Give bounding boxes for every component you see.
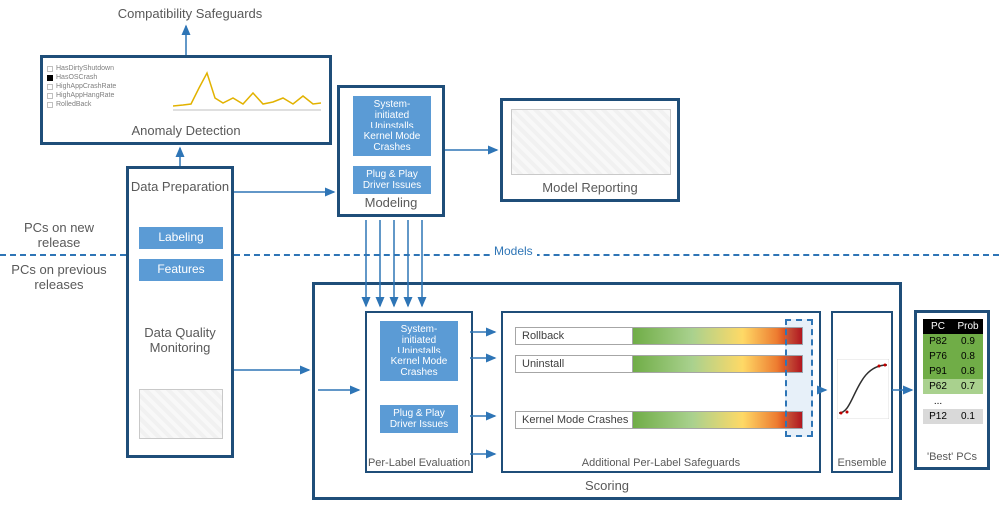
best-col-pc: PC: [923, 319, 953, 334]
modeling-chip-1: Kernel Mode Crashes: [353, 128, 431, 156]
best-row: P120.1: [923, 409, 983, 424]
model-reporting-label: Model Reporting: [503, 180, 677, 195]
legend-item: HighAppCrashRate: [56, 82, 116, 91]
best-cell-pc: P76: [923, 349, 953, 364]
scoring-label: Scoring: [315, 478, 899, 493]
best-row: P620.7: [923, 379, 983, 394]
best-pcs-label: 'Best' PCs: [917, 451, 987, 463]
model-reporting-box: Model Reporting: [500, 98, 680, 202]
reporting-thumb: [511, 109, 671, 175]
best-cell-prob: 0.7: [953, 379, 983, 394]
safeguard-highlight: [785, 319, 813, 437]
anomaly-detection-box: HasDirtyShutdown HasOSCrash HighAppCrash…: [40, 55, 332, 145]
ensemble-sigmoid: [837, 359, 889, 419]
best-row: ...: [923, 394, 983, 409]
ensemble-box: Ensemble: [831, 311, 893, 473]
best-row: P760.8: [923, 349, 983, 364]
safeguard-bar-1: [633, 355, 803, 373]
best-cell-prob: 0.8: [953, 349, 983, 364]
modeling-box: System-initiated Uninstalls Kernel Mode …: [337, 85, 445, 217]
side-new-release: PCs on new release: [4, 220, 114, 250]
safeguard-bar-label-2: Kernel Mode Crashes: [515, 411, 633, 429]
labeling-chip: Labeling: [139, 227, 223, 249]
modeling-chip-2: Plug & Play Driver Issues: [353, 166, 431, 194]
best-cell-prob: 0.1: [953, 409, 983, 424]
per-label-chip-1: Kernel Mode Crashes: [380, 353, 458, 381]
ensemble-label: Ensemble: [833, 457, 891, 469]
dqm-thumb: [139, 389, 223, 439]
best-cell-prob: 0.8: [953, 364, 983, 379]
best-pcs-box: PCProb P820.9P760.8P910.8P620.7...P120.1…: [914, 310, 990, 470]
data-prep-label: Data Preparation: [129, 179, 231, 194]
best-col-prob: Prob: [953, 319, 983, 334]
best-cell-prob: [953, 394, 983, 409]
safeguard-bar-0: [633, 327, 803, 345]
best-cell-pc: P91: [923, 364, 953, 379]
models-tag: Models: [490, 244, 537, 258]
modeling-label: Modeling: [340, 195, 442, 210]
safeguard-bar-2: [633, 411, 803, 429]
side-prev-releases: PCs on previous releases: [4, 262, 114, 292]
best-cell-pc: P12: [923, 409, 953, 424]
best-row: P820.9: [923, 334, 983, 349]
per-label-box: System-initiated Uninstalls Kernel Mode …: [365, 311, 473, 473]
safeguards-box: Rollback Uninstall Kernel Mode Crashes A…: [501, 311, 821, 473]
dash-right: [234, 254, 999, 256]
best-cell-pc: ...: [923, 394, 953, 409]
legend-item: HasOSCrash: [56, 73, 97, 82]
per-label-chip-2: Plug & Play Driver Issues: [380, 405, 458, 433]
data-prep-box: Data Preparation Labeling Features Data …: [126, 166, 234, 458]
safeguard-bar-label-0: Rollback: [515, 327, 633, 345]
best-row: P910.8: [923, 364, 983, 379]
best-cell-pc: P82: [923, 334, 953, 349]
dash-left: [0, 254, 126, 256]
diagram-canvas: Compatibility Safeguards HasDirtyShutdow…: [0, 0, 999, 530]
legend-item: HighAppHangRate: [56, 91, 114, 100]
legend-item: HasDirtyShutdown: [56, 64, 114, 73]
compatibility-safeguards-title: Compatibility Safeguards: [80, 6, 300, 21]
legend-item: RolledBack: [56, 100, 91, 109]
anomaly-detection-label: Anomaly Detection: [43, 123, 329, 138]
scoring-box: Scoring System-initiated Uninstalls Kern…: [312, 282, 902, 500]
safeguard-bar-label-1: Uninstall: [515, 355, 633, 373]
features-chip: Features: [139, 259, 223, 281]
safeguards-label: Additional Per-Label Safeguards: [503, 457, 819, 469]
per-label-label: Per-Label Evaluation: [367, 457, 471, 469]
best-pcs-table: PCProb P820.9P760.8P910.8P620.7...P120.1: [923, 319, 983, 424]
best-cell-prob: 0.9: [953, 334, 983, 349]
anomaly-legend: HasDirtyShutdown HasOSCrash HighAppCrash…: [47, 64, 116, 109]
best-cell-pc: P62: [923, 379, 953, 394]
anomaly-sparkline: [173, 68, 321, 116]
dqm-label: Data Quality Monitoring: [129, 325, 231, 355]
